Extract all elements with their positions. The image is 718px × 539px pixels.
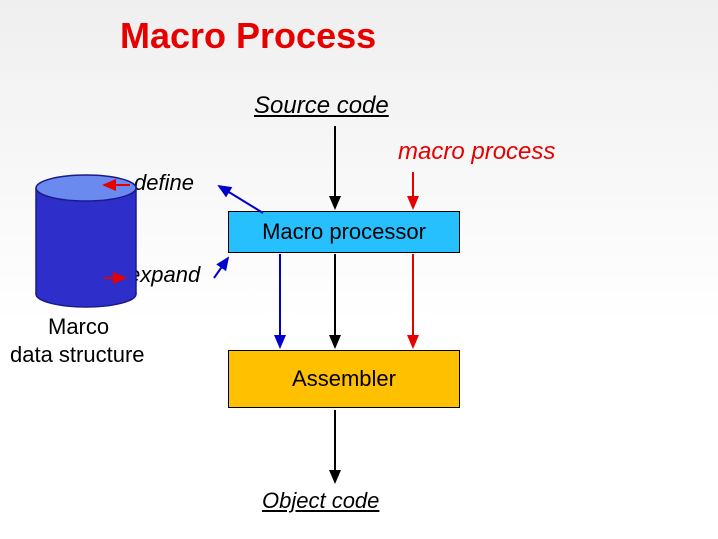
arrow-proc-to-define [219, 186, 263, 213]
data-structure-label-2: data structure [10, 342, 145, 368]
diagram-title: Macro Process [120, 15, 376, 57]
assembler-box: Assembler [228, 350, 460, 408]
assembler-text: Assembler [292, 366, 396, 392]
arrows-layer [0, 0, 718, 539]
arrow-expand-to-proc [214, 258, 228, 278]
define-label: define [134, 170, 194, 196]
source-code-label: Source code [254, 92, 389, 120]
expand-label: expand [128, 262, 200, 288]
macro-processor-text: Macro processor [262, 219, 426, 245]
macro-processor-box: Macro processor [228, 211, 460, 253]
object-code-label: Object code [262, 488, 379, 514]
macro-process-label: macro process [398, 138, 555, 166]
cylinder-shape [0, 0, 718, 539]
data-structure-label-1: Marco [48, 314, 109, 340]
